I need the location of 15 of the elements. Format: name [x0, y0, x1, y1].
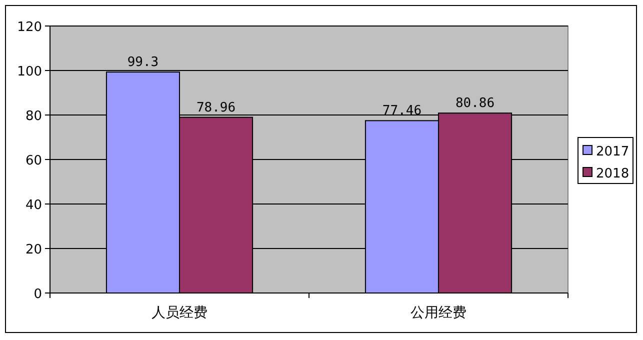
y-tick-label: 80: [25, 109, 42, 124]
x-tick-label: 人员经费: [152, 305, 208, 321]
y-tick-label: 0: [34, 287, 42, 302]
data-label: 77.46: [382, 104, 422, 119]
x-tick-label: 公用经费: [410, 305, 466, 321]
y-tick-label: 60: [25, 154, 42, 168]
legend-label: 2017: [596, 144, 630, 160]
y-tick-label: 20: [25, 242, 42, 258]
data-label: 78.96: [196, 100, 236, 116]
y-tick-label: 100: [17, 64, 42, 80]
data-label: 99.3: [127, 55, 159, 70]
y-tick-label: 40: [25, 198, 42, 213]
y-tick-label: 120: [17, 20, 42, 35]
legend-label: 2018: [596, 166, 630, 182]
data-label: 80.86: [455, 96, 495, 112]
